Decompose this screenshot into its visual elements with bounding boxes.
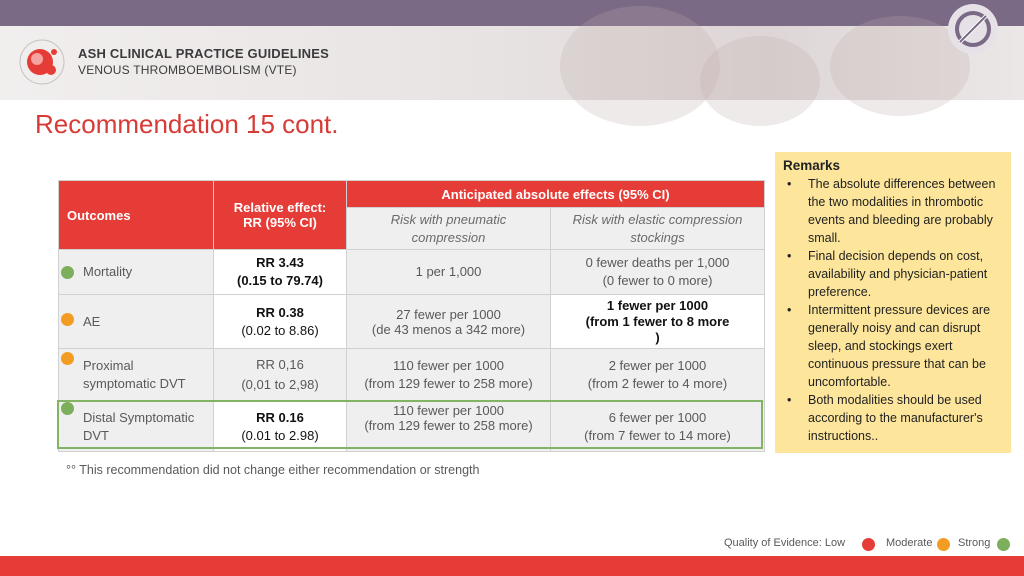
rr-cell: RR 3.43 (0.15 to 79.74) — [213, 249, 347, 295]
pneumatic-cell: 110 fewer per 1000 (from 129 fewer to 25… — [346, 401, 551, 452]
header-outcomes: Outcomes — [58, 180, 214, 250]
table-row: AE RR 0.38 (0.02 to 8.86) 27 fewer per 1… — [58, 294, 765, 349]
bottom-band — [0, 556, 1024, 576]
page-title: Recommendation 15 cont. — [35, 109, 339, 139]
list-item: The absolute differences between the two… — [783, 175, 1005, 247]
quality-dot-proximal-dvt — [61, 352, 74, 365]
remarks-list: The absolute differences between the two… — [783, 175, 1005, 445]
elastic-cell: 0 fewer deaths per 1,000 (0 fewer to 0 m… — [550, 249, 765, 295]
footnote: °° This recommendation did not change ei… — [66, 463, 480, 477]
legend-strong-dot — [997, 538, 1010, 551]
brand-title: ASH CLINICAL PRACTICE GUIDELINES — [78, 46, 330, 61]
header-banner — [0, 6, 1024, 126]
legend-moderate: Moderate — [886, 537, 933, 549]
header-pneumatic: Risk with pneumatic compression — [346, 207, 551, 250]
legend-moderate-dot — [937, 538, 950, 551]
remarks-panel: Remarks The absolute differences between… — [775, 152, 1011, 453]
brand-subtitle: VENOUS THROMBOEMBOLISM (VTE) — [78, 63, 297, 77]
highlight-box — [57, 400, 763, 449]
outcome-cell: Distal Symptomatic DVT — [58, 401, 214, 452]
outcome-cell: Mortality — [58, 249, 214, 295]
header-anticipated-effects: Anticipated absolute effects (95% CI) — [346, 180, 765, 208]
quality-dot-mortality — [61, 266, 74, 279]
ash-logo — [19, 39, 65, 85]
elastic-cell: 6 fewer per 1000 (from 7 fewer to 14 mor… — [550, 401, 765, 452]
table-row: Distal Symptomatic DVT RR 0.16 (0.01 to … — [58, 401, 765, 452]
header-elastic: Risk with elastic compression stockings — [550, 207, 765, 250]
table-row: Mortality RR 3.43 (0.15 to 79.74) 1 per … — [58, 249, 765, 295]
pneumatic-cell: 27 fewer per 1000 (de 43 menos a 342 mor… — [346, 294, 551, 349]
rr-cell: RR 0.16 (0.01 to 2.98) — [213, 401, 347, 452]
elastic-cell: 2 fewer per 1000 (from 2 fewer to 4 more… — [550, 348, 765, 402]
table-row: Proximal symptomatic DVT RR 0,16 (0,01 t… — [58, 348, 765, 402]
outcome-cell: Proximal symptomatic DVT — [58, 348, 214, 402]
elastic-cell: 1 fewer per 1000 (from 1 fewer to 8 more… — [550, 294, 765, 349]
legend-label: Quality of Evidence: Low — [724, 537, 846, 549]
top-band — [0, 0, 1024, 26]
rr-cell: RR 0,16 (0,01 to 2,98) — [213, 348, 347, 402]
pneumatic-cell: 1 per 1,000 — [346, 249, 551, 295]
header-relative-effect: Relative effect: RR (95% CI) — [213, 180, 347, 250]
rr-cell: RR 0.38 (0.02 to 8.86) — [213, 294, 347, 349]
pneumatic-cell: 110 fewer per 1000 (from 129 fewer to 25… — [346, 348, 551, 402]
quality-dot-ae — [61, 313, 74, 326]
list-item: Both modalities should be used according… — [783, 391, 1005, 445]
outcome-cell: AE — [58, 294, 214, 349]
quality-dot-distal-dvt — [61, 402, 74, 415]
legend-low-dot — [862, 538, 875, 551]
legend-strong: Strong — [958, 537, 991, 549]
list-item: Final decision depends on cost, availabi… — [783, 247, 1005, 301]
remarks-title: Remarks — [783, 158, 841, 173]
evidence-table: Outcomes Relative effect: RR (95% CI) An… — [58, 180, 765, 452]
guidelines-badge-icon — [948, 4, 998, 54]
list-item: Intermittent pressure devices are genera… — [783, 301, 1005, 391]
